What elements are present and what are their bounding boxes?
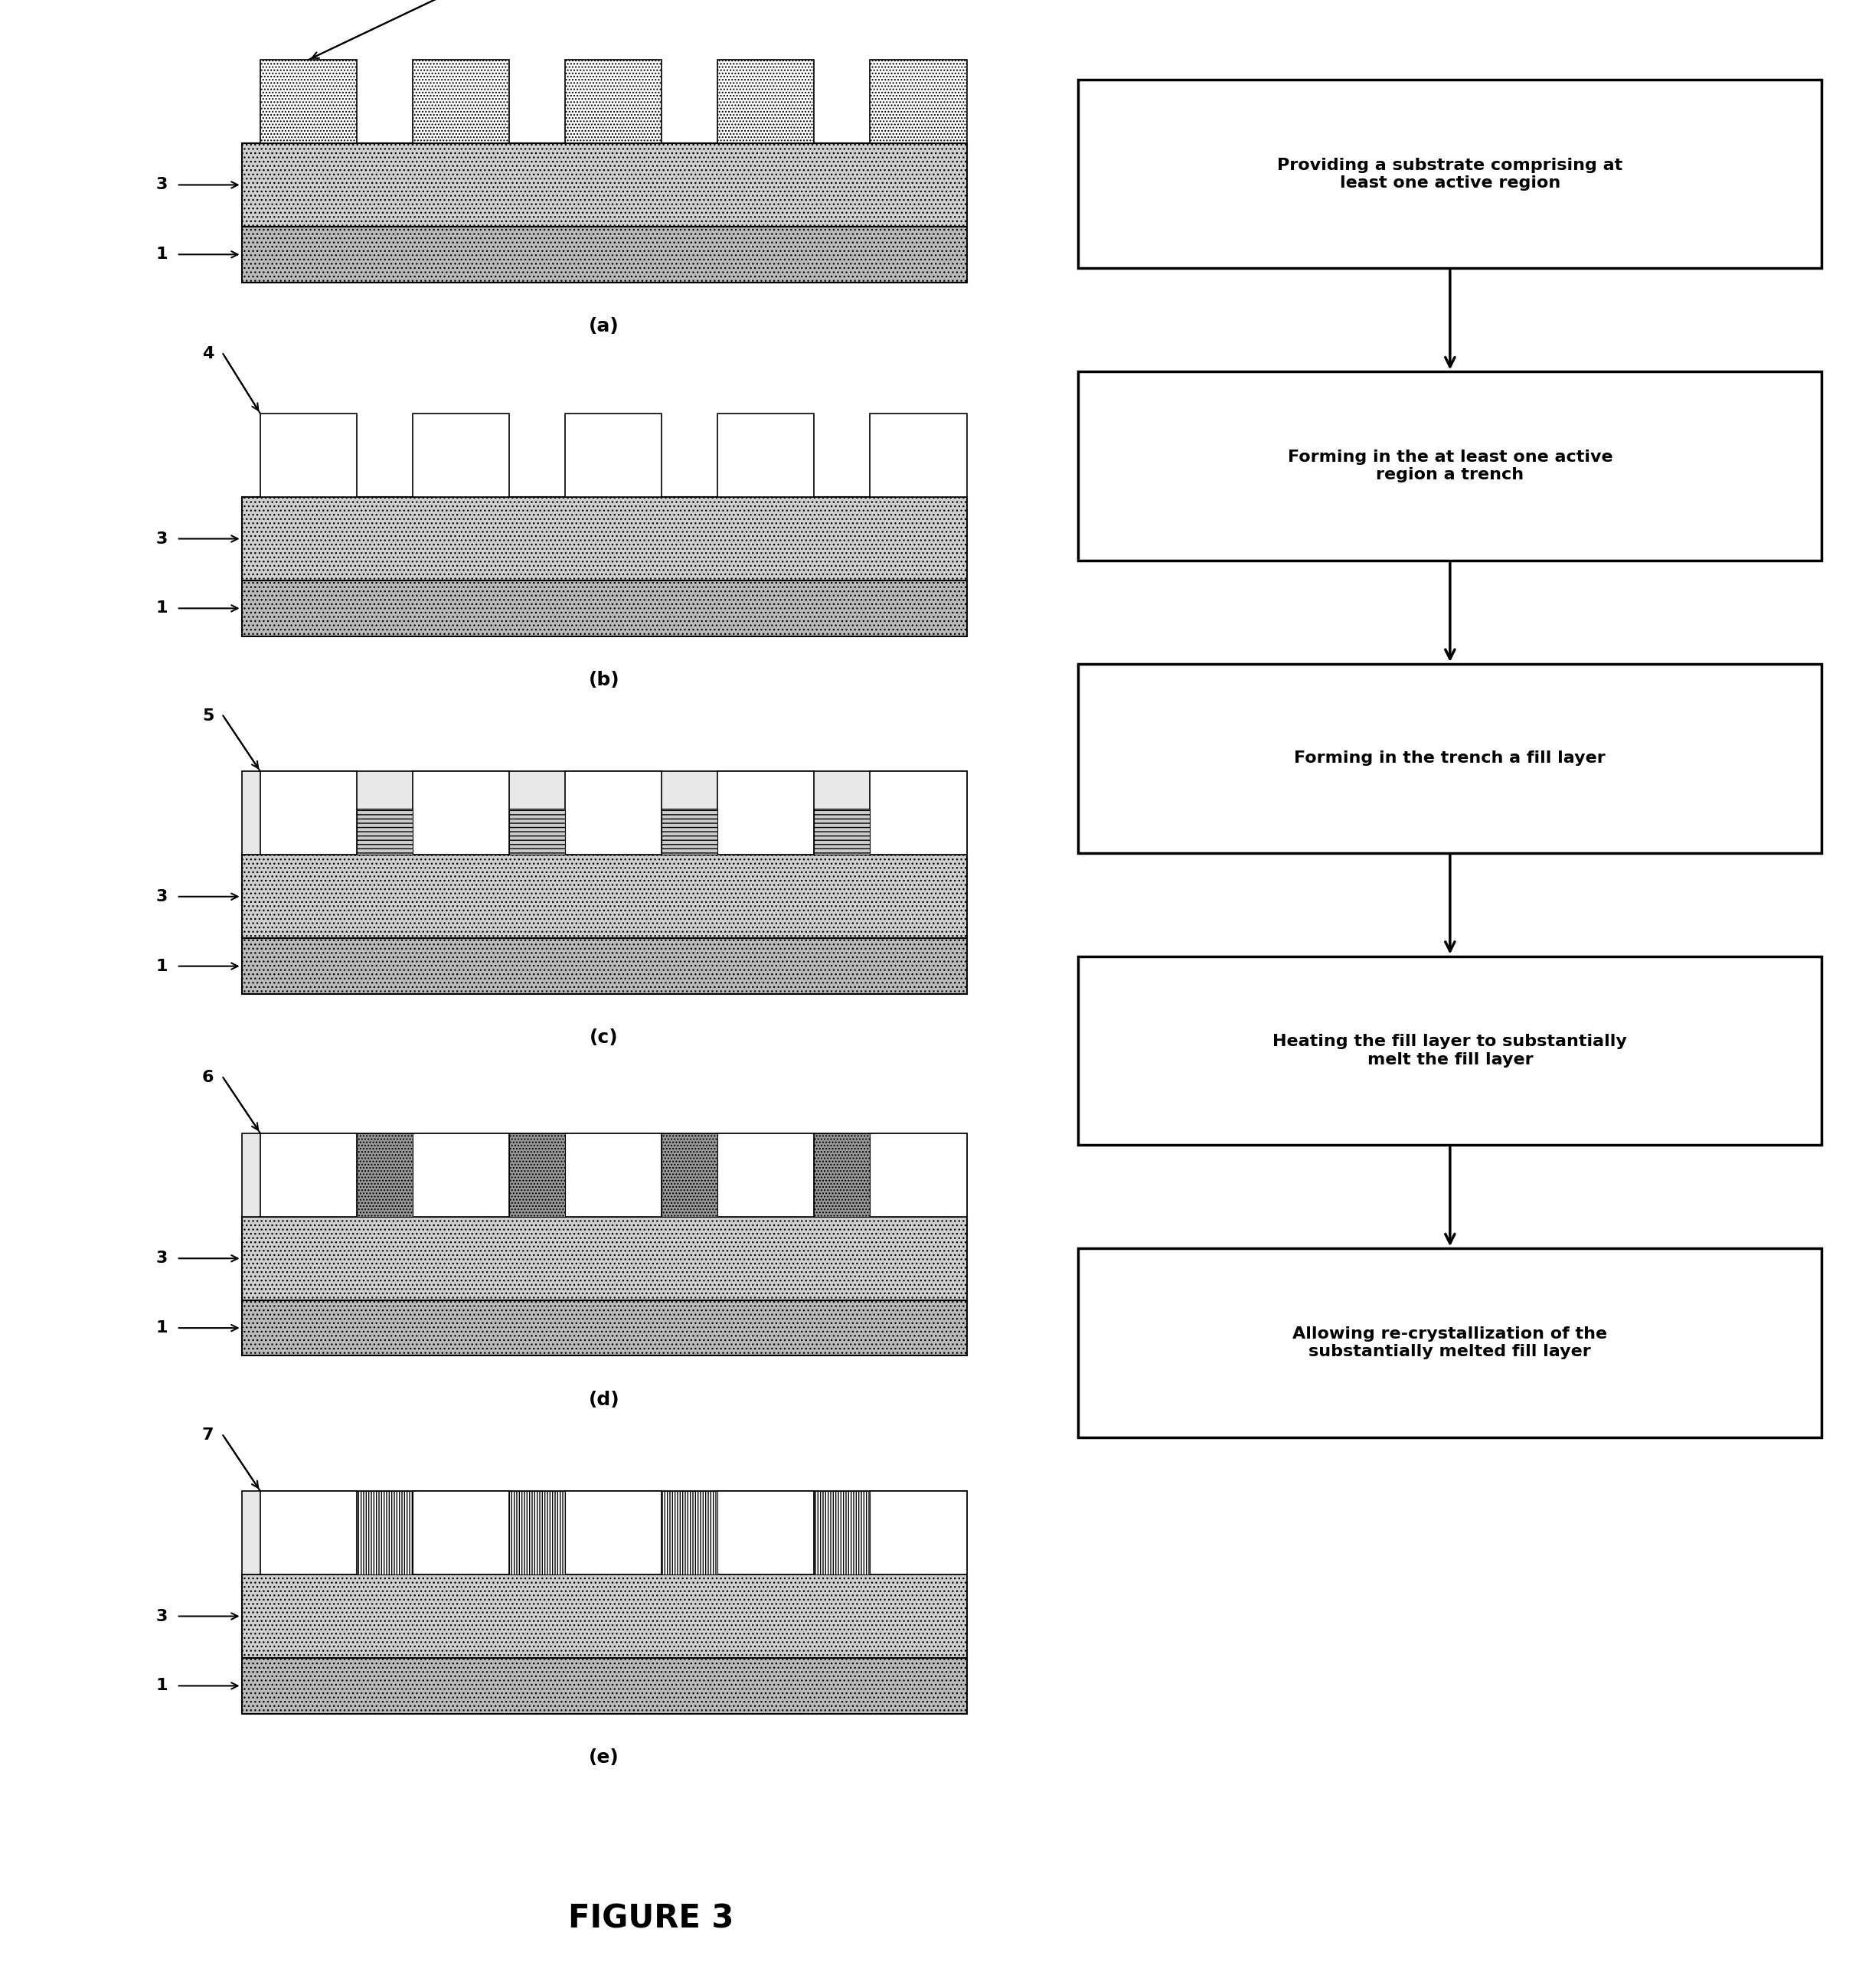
Bar [357,1491,413,1574]
Bar [718,771,814,855]
Bar [509,1133,565,1217]
Bar [870,60,967,143]
Text: 3: 3 [156,889,167,905]
Bar [242,1217,967,1300]
Bar [242,580,967,636]
Bar [1078,1248,1822,1437]
Bar [565,414,662,497]
Bar [242,1491,967,1574]
Bar [242,938,967,994]
Text: Forming in the at least one active
region a trench: Forming in the at least one active regio… [1288,449,1612,483]
Text: (c): (c) [589,1028,619,1048]
Text: FIGURE 3: FIGURE 3 [567,1903,734,1934]
Bar [260,1491,357,1574]
Bar [242,771,967,855]
Text: 4: 4 [203,346,214,362]
Text: 3: 3 [156,531,167,547]
Text: Allowing re-crystallization of the
substantially melted fill layer: Allowing re-crystallization of the subst… [1292,1326,1608,1360]
Bar [242,1300,967,1356]
Text: (b): (b) [589,670,619,690]
Text: 1: 1 [156,600,167,616]
Bar [565,1491,662,1574]
Bar [413,771,509,855]
Text: 5: 5 [203,708,214,724]
Text: 1: 1 [156,247,167,262]
Text: 3: 3 [156,1608,167,1624]
Text: Heating the fill layer to substantially
melt the fill layer: Heating the fill layer to substantially … [1273,1034,1627,1068]
Text: 7: 7 [203,1427,214,1443]
Bar [260,60,357,143]
Bar [565,1133,662,1217]
Text: (a): (a) [589,316,619,336]
Bar [814,1491,870,1574]
Text: 1: 1 [156,958,167,974]
Bar [260,771,357,855]
Bar [718,60,814,143]
Bar [413,1491,509,1574]
Text: 3: 3 [156,177,167,193]
Bar [565,771,662,855]
Bar [870,771,967,855]
Bar [662,1491,718,1574]
Bar [413,414,509,497]
Bar [1078,80,1822,268]
Bar [814,1133,870,1217]
Text: 1: 1 [156,1678,167,1694]
Bar [357,1133,413,1217]
Bar [870,1491,967,1574]
Bar [870,1133,967,1217]
Bar [413,60,509,143]
Bar [718,414,814,497]
Text: 1: 1 [156,1320,167,1336]
Bar [718,1133,814,1217]
Bar [565,60,662,143]
Text: Forming in the trench a fill layer: Forming in the trench a fill layer [1294,751,1606,765]
Bar [413,1133,509,1217]
Bar [718,1491,814,1574]
Bar [814,809,870,855]
Bar [1078,372,1822,561]
Text: 6: 6 [203,1070,214,1085]
Bar [242,855,967,938]
Bar [242,1574,967,1658]
Bar [509,809,565,855]
Bar [242,1658,967,1714]
Text: (d): (d) [589,1390,619,1409]
Bar [1078,956,1822,1145]
Text: 3: 3 [156,1250,167,1266]
Bar [870,414,967,497]
Bar [242,497,967,580]
Bar [242,227,967,282]
Bar [662,1133,718,1217]
Bar [260,1133,357,1217]
Bar [260,414,357,497]
Text: (e): (e) [589,1747,619,1767]
Bar [662,809,718,855]
Text: Providing a substrate comprising at
least one active region: Providing a substrate comprising at leas… [1277,157,1623,191]
Bar [242,1133,967,1217]
Bar [1078,664,1822,853]
Bar [509,1491,565,1574]
Bar [242,143,967,227]
Bar [357,809,413,855]
